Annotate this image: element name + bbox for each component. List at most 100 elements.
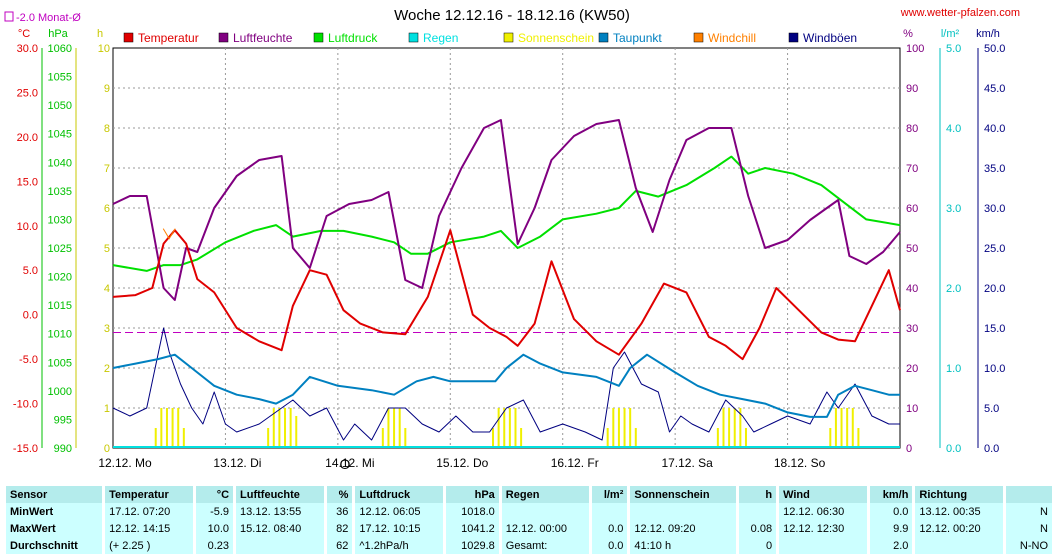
legend-swatch — [123, 32, 134, 43]
stats-avg-rain-value: 0.0 — [592, 537, 628, 554]
stats-max-hum-time: 15.12. 08:40 — [236, 520, 324, 537]
sunshine-bar — [606, 428, 609, 448]
tick-label-sun: 6 — [104, 203, 110, 215]
day-label: 15.12. Do — [436, 456, 488, 470]
stats-min-temp-time: 17.12. 07:20 — [105, 503, 193, 520]
tick-label-pressure: 1025 — [48, 243, 72, 255]
tick-label-sun: 7 — [104, 163, 110, 175]
legend-swatch — [313, 32, 324, 43]
tick-label-pressure: 990 — [54, 443, 72, 455]
tick-label-rain: 1.0 — [946, 363, 961, 375]
sunshine-bar — [744, 428, 747, 448]
sunshine-bar — [393, 408, 396, 448]
stats-min-press-value: 1018.0 — [446, 503, 499, 520]
sunshine-bar — [182, 428, 185, 448]
tick-label-humidity: 50 — [906, 243, 918, 255]
plot-area — [112, 47, 901, 449]
sunshine-bar — [272, 408, 275, 448]
tick-label-sun: 1 — [104, 403, 110, 415]
legend-label: Taupunkt — [613, 31, 662, 45]
stats-min-hum-time: 13.12. 13:55 — [236, 503, 324, 520]
series-windböen-line — [112, 327, 900, 441]
stats-min-press-time: 12.12. 06:05 — [355, 503, 444, 520]
plot-frame — [112, 47, 901, 449]
sunshine-bar — [629, 408, 632, 448]
stats-row-max: MaxWert 12.12. 14:15 10.0 15.12. 08:40 8… — [6, 520, 1052, 537]
website-link[interactable]: www.wetter-pfalzen.com — [900, 7, 1020, 19]
stats-header-temp-unit: °C — [195, 486, 234, 503]
legend-label: Luftdruck — [328, 31, 378, 45]
sunshine-bar — [398, 408, 401, 448]
tick-label-sun: 9 — [104, 83, 110, 95]
sunshine-bar — [716, 428, 719, 448]
sunshine-bar — [497, 408, 500, 448]
sunshine-bar — [295, 416, 298, 448]
sunshine-bar — [160, 408, 163, 448]
day-label: 17.12. Sa — [661, 456, 713, 470]
stats-avg-hum-time — [236, 537, 324, 554]
tick-label-humidity: 40 — [906, 283, 918, 295]
legend-label: Regen — [423, 31, 458, 45]
stats-header-hum-unit: % — [326, 486, 353, 503]
tick-label-wind: 10.0 — [984, 363, 1005, 375]
tick-label-temp: -15.0 — [13, 443, 38, 455]
sunshine-bar — [846, 408, 849, 448]
series-taupunkt-line — [112, 353, 900, 418]
statistics-table: Sensor Temperatur °C Luftfeuchte % Luftd… — [0, 486, 1058, 559]
axis-unit-temp: °C — [18, 28, 30, 40]
tick-label-sun: 0 — [104, 443, 110, 455]
sunshine-bar — [722, 408, 725, 448]
tick-label-pressure: 1010 — [48, 329, 72, 341]
day-label: 12.12. Mo — [98, 456, 152, 470]
sunshine-bar — [284, 408, 287, 448]
tick-label-wind: 15.0 — [984, 323, 1005, 335]
tick-label-sun: 2 — [104, 363, 110, 375]
tick-label-humidity: 70 — [906, 163, 918, 175]
stats-header-sun-unit: h — [738, 486, 777, 503]
stats-avg-temp-value: 0.23 — [195, 537, 234, 554]
sunshine-bar — [851, 408, 854, 448]
tick-label-temp: 0.0 — [23, 310, 38, 322]
stats-min-rain-value — [592, 503, 628, 520]
stats-row-avg: Durchschnitt (+ 2.25 ) 0.23 62 ^1.2hPa/h… — [6, 537, 1052, 554]
tick-label-pressure: 1040 — [48, 157, 72, 169]
tick-label-wind: 35.0 — [984, 163, 1005, 175]
tick-label-pressure: 1020 — [48, 272, 72, 284]
stats-max-label: MaxWert — [6, 520, 103, 537]
stats-avg-label: Durchschnitt — [6, 537, 103, 554]
tick-label-humidity: 100 — [906, 43, 924, 55]
sunshine-bar — [733, 408, 736, 448]
stats-avg-dir-value: N-NO — [1006, 537, 1052, 554]
stats-min-temp-value: -5.9 — [195, 503, 234, 520]
stats-avg-wind-value: 2.0 — [869, 537, 913, 554]
legend-label: Windchill — [708, 31, 756, 45]
sunshine-bar — [739, 408, 742, 448]
axis-unit-humidity: % — [903, 28, 913, 40]
tick-label-temp: 10.0 — [17, 221, 38, 233]
tick-label-humidity: 10 — [906, 403, 918, 415]
axis-unit-pressure: hPa — [48, 28, 68, 40]
sunshine-bar — [508, 408, 511, 448]
tick-label-sun: 5 — [104, 243, 110, 255]
tick-label-humidity: 20 — [906, 363, 918, 375]
tick-label-sun: 3 — [104, 323, 110, 335]
stats-max-wind-value: 9.9 — [869, 520, 913, 537]
tick-label-rain: 5.0 — [946, 43, 961, 55]
legend-swatch — [503, 32, 514, 43]
sunshine-bar — [278, 408, 281, 448]
stats-header-press-unit: hPa — [446, 486, 499, 503]
stats-avg-rain-time: Gesamt: — [501, 537, 590, 554]
stats-row-min: MinWert 17.12. 07:20 -5.9 13.12. 13:55 3… — [6, 503, 1052, 520]
stats-avg-sun-time: 41:10 h — [630, 537, 736, 554]
stats-header-rain-unit: l/m² — [592, 486, 628, 503]
legend-swatch — [408, 32, 419, 43]
tick-label-pressure: 1050 — [48, 100, 72, 112]
tick-label-humidity: 60 — [906, 203, 918, 215]
sunshine-bar — [514, 408, 517, 448]
day-label: 18.12. So — [774, 456, 826, 470]
stats-min-sun-time — [630, 503, 736, 520]
tick-label-rain: 4.0 — [946, 123, 961, 135]
weather-chart: Woche 12.12.16 - 18.12.16 (KW50) www.wet… — [4, 7, 1020, 472]
stats-min-dir-time: 13.12. 00:35 — [915, 503, 1004, 520]
legend-swatch — [598, 32, 609, 43]
